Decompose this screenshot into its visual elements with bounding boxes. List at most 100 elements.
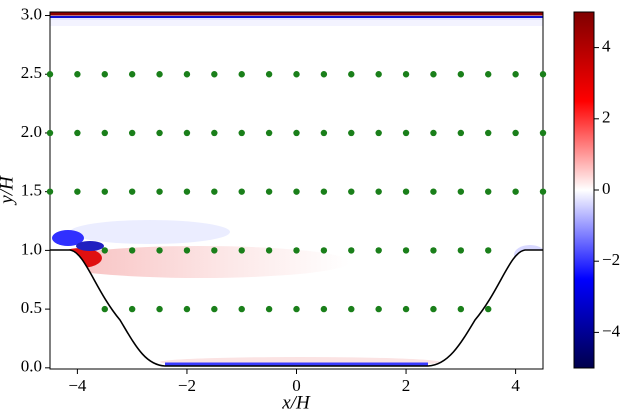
point (402, 305, 410, 313)
point (485, 188, 492, 195)
point (211, 247, 218, 254)
point (375, 305, 382, 313)
point (402, 71, 410, 78)
point (183, 188, 191, 195)
y-tick-label: 2.0 (21, 122, 42, 141)
point (348, 305, 355, 313)
y-tick-label: 1.0 (21, 239, 42, 258)
y-tick-label: 0.0 (21, 357, 42, 376)
point (430, 188, 437, 195)
point (320, 247, 328, 254)
point (101, 129, 108, 137)
x-tick-label: 4 (511, 376, 520, 395)
point (457, 305, 465, 313)
point (46, 129, 54, 137)
point (320, 305, 328, 313)
point (512, 129, 519, 137)
point (211, 188, 218, 195)
point (183, 129, 191, 137)
point (156, 305, 163, 313)
point (485, 247, 492, 254)
point (485, 129, 492, 137)
point (430, 247, 437, 254)
point (211, 305, 218, 313)
point (46, 71, 54, 78)
point (238, 247, 245, 254)
point (375, 188, 382, 195)
point (375, 71, 382, 78)
point (183, 247, 191, 254)
x-axis-label: x/H (281, 392, 311, 413)
point (265, 188, 273, 195)
point (539, 129, 547, 137)
point (457, 188, 465, 195)
point (293, 188, 300, 195)
point (512, 71, 519, 78)
point (348, 71, 355, 78)
point (183, 305, 191, 313)
point (402, 247, 410, 254)
point (430, 71, 437, 78)
point (238, 305, 245, 313)
colorbar (573, 11, 595, 369)
point (101, 71, 108, 78)
x-tick-label: 0 (292, 376, 301, 395)
point (375, 129, 382, 137)
colorbar-tick-label: −2 (602, 250, 620, 269)
point (430, 305, 437, 313)
x-tick-label: −4 (68, 376, 87, 395)
point (238, 71, 245, 78)
point (211, 71, 218, 78)
point (293, 129, 300, 137)
colorbar-tick-label: 4 (602, 37, 611, 56)
point (348, 129, 355, 137)
point (402, 188, 410, 195)
point (457, 129, 465, 137)
point (457, 71, 465, 78)
point (101, 188, 108, 195)
point (156, 247, 163, 254)
point (128, 305, 136, 313)
point (238, 129, 245, 137)
point (485, 71, 492, 78)
point (101, 247, 108, 254)
point (348, 188, 355, 195)
point (128, 71, 136, 78)
y-tick-label: 3.0 (21, 4, 42, 23)
point (156, 129, 163, 137)
y-tick-label: 0.5 (21, 298, 42, 317)
point (128, 129, 136, 137)
colorbar-tick-label: −4 (602, 321, 621, 340)
y-tick-label: 1.5 (21, 181, 42, 200)
point (128, 188, 136, 195)
point (539, 71, 547, 78)
colorbar-tick-label: 0 (602, 179, 611, 198)
point (265, 129, 273, 137)
point (375, 247, 382, 254)
point (457, 247, 465, 254)
point (211, 129, 218, 137)
point (265, 71, 273, 78)
y-tick-label: 2.5 (21, 63, 42, 82)
point (320, 188, 328, 195)
x-tick-label: −2 (178, 376, 196, 395)
point (320, 71, 328, 78)
point (293, 305, 300, 313)
point (512, 188, 519, 195)
point (156, 188, 163, 195)
point (265, 305, 273, 313)
y-axis-label: y/H (0, 175, 17, 206)
x-tick-label: 2 (402, 376, 411, 395)
point (320, 129, 328, 137)
point (265, 247, 273, 254)
point (183, 71, 191, 78)
point (101, 305, 108, 313)
point (74, 188, 81, 195)
point (156, 71, 163, 78)
point (402, 129, 410, 137)
point (74, 71, 81, 78)
point (293, 71, 300, 78)
point (485, 305, 492, 313)
